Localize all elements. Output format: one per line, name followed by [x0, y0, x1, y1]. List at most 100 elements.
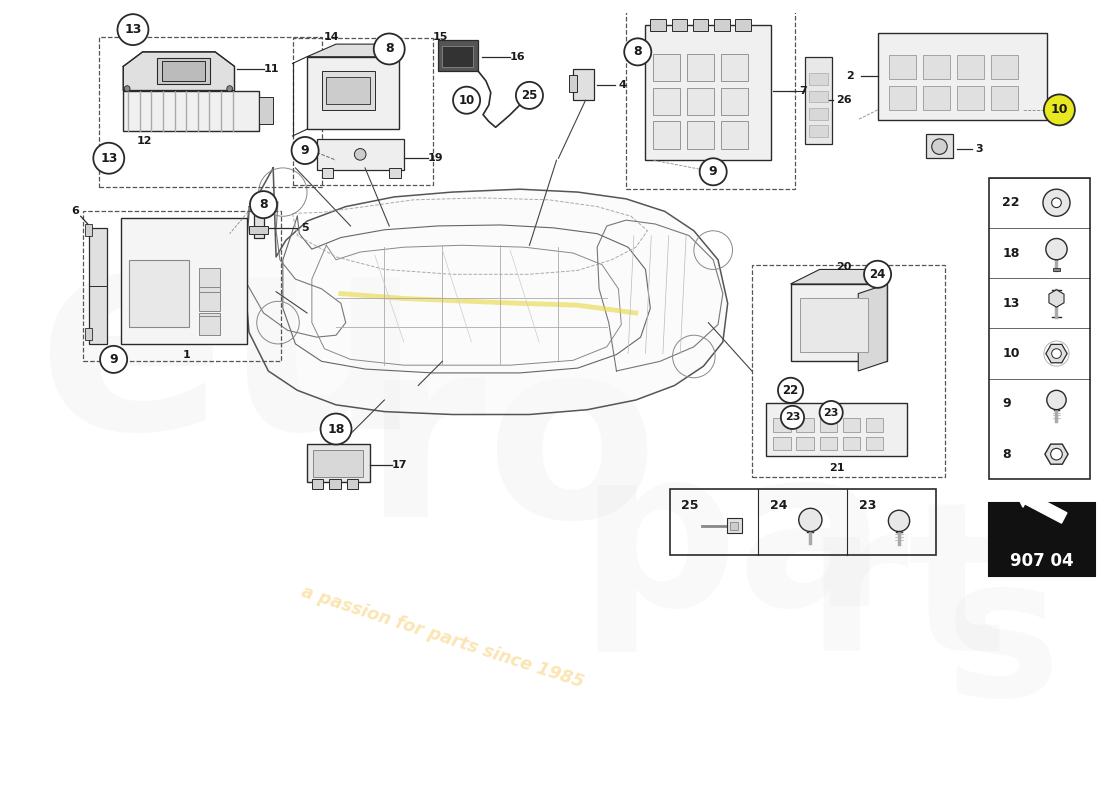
- Bar: [99, 38, 321, 187]
- Bar: [85, 329, 92, 340]
- Bar: [389, 168, 400, 178]
- Text: 10: 10: [459, 94, 475, 106]
- Circle shape: [1047, 390, 1066, 410]
- Text: 25: 25: [521, 89, 538, 102]
- Text: 24: 24: [770, 498, 788, 512]
- Bar: [736, 19, 751, 30]
- Bar: [989, 503, 1096, 576]
- Bar: [670, 489, 936, 554]
- Bar: [307, 57, 399, 130]
- Text: 15: 15: [432, 32, 448, 42]
- Bar: [688, 54, 714, 81]
- Bar: [773, 418, 791, 432]
- Text: 19: 19: [428, 154, 443, 163]
- Bar: [820, 437, 837, 450]
- Bar: [693, 19, 708, 30]
- Bar: [199, 267, 220, 287]
- Text: 8: 8: [260, 198, 267, 211]
- Bar: [646, 25, 771, 160]
- Bar: [727, 518, 742, 534]
- Circle shape: [781, 406, 804, 429]
- Circle shape: [864, 261, 891, 288]
- Text: 8: 8: [1002, 448, 1011, 461]
- Text: 23: 23: [784, 413, 800, 422]
- Text: 3: 3: [976, 143, 983, 154]
- Circle shape: [124, 86, 130, 91]
- Bar: [89, 228, 107, 344]
- Polygon shape: [1045, 444, 1068, 464]
- Bar: [653, 122, 680, 149]
- Circle shape: [354, 149, 366, 160]
- Circle shape: [100, 346, 128, 373]
- Bar: [808, 90, 828, 102]
- Text: 14: 14: [323, 32, 339, 42]
- Bar: [843, 418, 860, 432]
- Text: 9: 9: [300, 144, 309, 157]
- Circle shape: [374, 34, 405, 65]
- Bar: [123, 90, 258, 131]
- Text: 18: 18: [328, 422, 344, 435]
- Bar: [312, 450, 363, 478]
- Circle shape: [1052, 198, 1062, 207]
- Bar: [199, 313, 220, 334]
- Bar: [254, 214, 264, 238]
- Text: 8: 8: [634, 46, 642, 58]
- Bar: [878, 33, 1047, 119]
- Circle shape: [889, 510, 910, 531]
- Bar: [720, 122, 748, 149]
- Bar: [808, 126, 828, 137]
- Text: 12: 12: [136, 136, 152, 146]
- Bar: [720, 88, 748, 114]
- Bar: [923, 86, 950, 110]
- Bar: [321, 71, 375, 110]
- Circle shape: [320, 414, 352, 445]
- Bar: [991, 54, 1018, 79]
- Bar: [327, 77, 370, 104]
- Bar: [957, 86, 984, 110]
- Text: 18: 18: [1002, 246, 1020, 259]
- Text: 9: 9: [1002, 398, 1011, 410]
- Polygon shape: [307, 44, 399, 57]
- Text: 13: 13: [100, 152, 118, 165]
- Polygon shape: [244, 168, 728, 414]
- Circle shape: [292, 137, 319, 164]
- Text: 2: 2: [847, 71, 855, 81]
- Text: 13: 13: [1002, 297, 1020, 310]
- Bar: [650, 19, 666, 30]
- Bar: [773, 437, 791, 450]
- Circle shape: [932, 139, 947, 154]
- Text: 907 04: 907 04: [1010, 553, 1074, 570]
- Bar: [926, 134, 953, 158]
- Bar: [82, 211, 280, 362]
- Bar: [626, 10, 795, 189]
- Bar: [820, 418, 837, 432]
- Bar: [346, 479, 359, 489]
- Bar: [991, 86, 1018, 110]
- Circle shape: [799, 508, 822, 531]
- Text: 23: 23: [859, 498, 876, 512]
- Bar: [653, 54, 680, 81]
- Circle shape: [1050, 448, 1063, 460]
- Bar: [329, 479, 341, 489]
- Text: eu: eu: [36, 217, 422, 486]
- Text: 22: 22: [1002, 196, 1020, 210]
- Bar: [249, 226, 268, 234]
- Bar: [199, 284, 220, 306]
- Circle shape: [1043, 189, 1070, 216]
- Polygon shape: [791, 270, 888, 284]
- Circle shape: [516, 82, 543, 109]
- Polygon shape: [858, 284, 888, 371]
- Bar: [688, 88, 714, 114]
- Bar: [317, 139, 404, 170]
- Text: 22: 22: [782, 384, 799, 397]
- Text: 10: 10: [1050, 103, 1068, 116]
- Circle shape: [778, 378, 803, 403]
- Circle shape: [1052, 349, 1062, 358]
- Text: 26: 26: [836, 95, 851, 106]
- Bar: [85, 224, 92, 236]
- Bar: [199, 316, 220, 335]
- Bar: [957, 54, 984, 79]
- Circle shape: [1044, 94, 1075, 126]
- Bar: [258, 98, 273, 124]
- Circle shape: [250, 191, 277, 218]
